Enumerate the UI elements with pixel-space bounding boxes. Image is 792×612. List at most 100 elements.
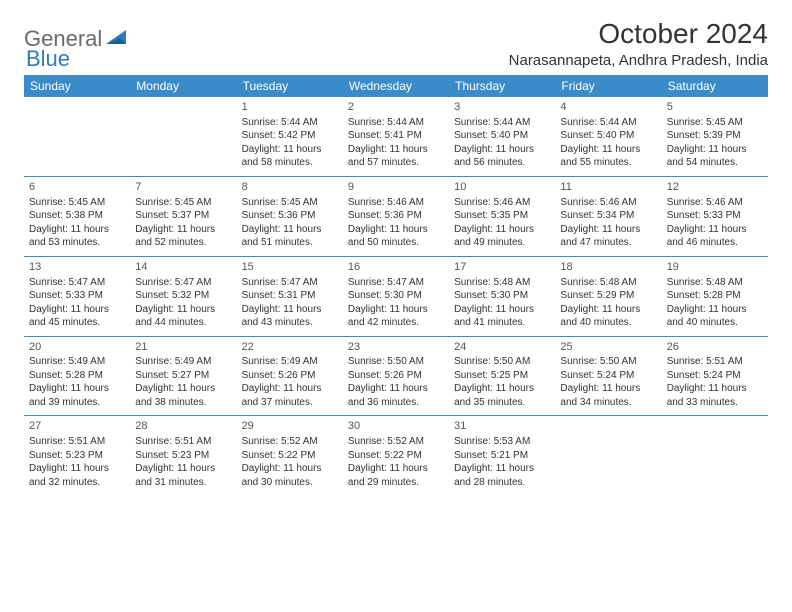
sunset-line: Sunset: 5:26 PM bbox=[348, 369, 444, 383]
sunrise-line: Sunrise: 5:50 AM bbox=[454, 355, 550, 369]
day-number: 15 bbox=[242, 260, 338, 275]
daylight-line-1: Daylight: 11 hours bbox=[242, 382, 338, 396]
day-cell: 29Sunrise: 5:52 AMSunset: 5:22 PMDayligh… bbox=[237, 416, 343, 495]
day-cell: 18Sunrise: 5:48 AMSunset: 5:29 PMDayligh… bbox=[555, 256, 661, 336]
location: Narasannapeta, Andhra Pradesh, India bbox=[509, 52, 768, 69]
sunrise-line: Sunrise: 5:46 AM bbox=[454, 196, 550, 210]
day-cell: 10Sunrise: 5:46 AMSunset: 5:35 PMDayligh… bbox=[449, 176, 555, 256]
day-cell: 21Sunrise: 5:49 AMSunset: 5:27 PMDayligh… bbox=[130, 336, 236, 416]
day-cell: 27Sunrise: 5:51 AMSunset: 5:23 PMDayligh… bbox=[24, 416, 130, 495]
day-number: 10 bbox=[454, 180, 550, 195]
day-cell: 3Sunrise: 5:44 AMSunset: 5:40 PMDaylight… bbox=[449, 97, 555, 176]
day-number: 29 bbox=[242, 419, 338, 434]
empty-cell bbox=[24, 97, 130, 176]
daylight-line-2: and 37 minutes. bbox=[242, 396, 338, 410]
sunrise-line: Sunrise: 5:49 AM bbox=[29, 355, 125, 369]
empty-cell bbox=[555, 416, 661, 495]
sunset-line: Sunset: 5:42 PM bbox=[242, 129, 338, 143]
day-cell: 25Sunrise: 5:50 AMSunset: 5:24 PMDayligh… bbox=[555, 336, 661, 416]
sunset-line: Sunset: 5:23 PM bbox=[135, 449, 231, 463]
sunrise-line: Sunrise: 5:53 AM bbox=[454, 435, 550, 449]
day-cell: 11Sunrise: 5:46 AMSunset: 5:34 PMDayligh… bbox=[555, 176, 661, 256]
daylight-line-2: and 44 minutes. bbox=[135, 316, 231, 330]
daylight-line-1: Daylight: 11 hours bbox=[29, 462, 125, 476]
daylight-line-2: and 47 minutes. bbox=[560, 236, 656, 250]
day-cell: 22Sunrise: 5:49 AMSunset: 5:26 PMDayligh… bbox=[237, 336, 343, 416]
daylight-line-2: and 35 minutes. bbox=[454, 396, 550, 410]
day-number: 6 bbox=[29, 180, 125, 195]
daylight-line-2: and 38 minutes. bbox=[135, 396, 231, 410]
weekday-header: Sunday bbox=[24, 75, 130, 97]
sunset-line: Sunset: 5:34 PM bbox=[560, 209, 656, 223]
day-number: 11 bbox=[560, 180, 656, 195]
daylight-line-2: and 49 minutes. bbox=[454, 236, 550, 250]
day-cell: 6Sunrise: 5:45 AMSunset: 5:38 PMDaylight… bbox=[24, 176, 130, 256]
day-cell: 20Sunrise: 5:49 AMSunset: 5:28 PMDayligh… bbox=[24, 336, 130, 416]
sunrise-line: Sunrise: 5:50 AM bbox=[560, 355, 656, 369]
daylight-line-1: Daylight: 11 hours bbox=[560, 143, 656, 157]
daylight-line-2: and 53 minutes. bbox=[29, 236, 125, 250]
day-number: 28 bbox=[135, 419, 231, 434]
day-cell: 23Sunrise: 5:50 AMSunset: 5:26 PMDayligh… bbox=[343, 336, 449, 416]
day-number: 26 bbox=[667, 340, 763, 355]
sunrise-line: Sunrise: 5:47 AM bbox=[348, 276, 444, 290]
sunset-line: Sunset: 5:39 PM bbox=[667, 129, 763, 143]
day-number: 9 bbox=[348, 180, 444, 195]
weekday-header: Thursday bbox=[449, 75, 555, 97]
day-number: 8 bbox=[242, 180, 338, 195]
daylight-line-1: Daylight: 11 hours bbox=[242, 143, 338, 157]
day-cell: 14Sunrise: 5:47 AMSunset: 5:32 PMDayligh… bbox=[130, 256, 236, 336]
calendar-row: 6Sunrise: 5:45 AMSunset: 5:38 PMDaylight… bbox=[24, 176, 768, 256]
sunset-line: Sunset: 5:24 PM bbox=[667, 369, 763, 383]
daylight-line-2: and 34 minutes. bbox=[560, 396, 656, 410]
day-number: 2 bbox=[348, 100, 444, 115]
day-number: 7 bbox=[135, 180, 231, 195]
daylight-line-1: Daylight: 11 hours bbox=[135, 303, 231, 317]
day-number: 12 bbox=[667, 180, 763, 195]
sunrise-line: Sunrise: 5:45 AM bbox=[667, 116, 763, 130]
day-number: 19 bbox=[667, 260, 763, 275]
sunset-line: Sunset: 5:41 PM bbox=[348, 129, 444, 143]
day-number: 14 bbox=[135, 260, 231, 275]
daylight-line-1: Daylight: 11 hours bbox=[348, 382, 444, 396]
daylight-line-1: Daylight: 11 hours bbox=[29, 303, 125, 317]
day-number: 4 bbox=[560, 100, 656, 115]
day-cell: 16Sunrise: 5:47 AMSunset: 5:30 PMDayligh… bbox=[343, 256, 449, 336]
day-number: 5 bbox=[667, 100, 763, 115]
daylight-line-1: Daylight: 11 hours bbox=[454, 143, 550, 157]
calendar-body: 1Sunrise: 5:44 AMSunset: 5:42 PMDaylight… bbox=[24, 97, 768, 495]
day-number: 20 bbox=[29, 340, 125, 355]
daylight-line-1: Daylight: 11 hours bbox=[135, 462, 231, 476]
daylight-line-2: and 41 minutes. bbox=[454, 316, 550, 330]
daylight-line-1: Daylight: 11 hours bbox=[242, 223, 338, 237]
daylight-line-2: and 36 minutes. bbox=[348, 396, 444, 410]
logo-sub: Blue bbox=[26, 46, 70, 72]
weekday-header: Tuesday bbox=[237, 75, 343, 97]
sunrise-line: Sunrise: 5:47 AM bbox=[242, 276, 338, 290]
daylight-line-1: Daylight: 11 hours bbox=[667, 143, 763, 157]
sunset-line: Sunset: 5:29 PM bbox=[560, 289, 656, 303]
sunset-line: Sunset: 5:33 PM bbox=[29, 289, 125, 303]
daylight-line-1: Daylight: 11 hours bbox=[454, 462, 550, 476]
daylight-line-1: Daylight: 11 hours bbox=[667, 303, 763, 317]
sunset-line: Sunset: 5:26 PM bbox=[242, 369, 338, 383]
day-number: 21 bbox=[135, 340, 231, 355]
daylight-line-1: Daylight: 11 hours bbox=[242, 303, 338, 317]
daylight-line-1: Daylight: 11 hours bbox=[454, 223, 550, 237]
weekday-header: Saturday bbox=[662, 75, 768, 97]
daylight-line-2: and 52 minutes. bbox=[135, 236, 231, 250]
daylight-line-2: and 32 minutes. bbox=[29, 476, 125, 490]
daylight-line-2: and 54 minutes. bbox=[667, 156, 763, 170]
day-number: 1 bbox=[242, 100, 338, 115]
daylight-line-1: Daylight: 11 hours bbox=[454, 303, 550, 317]
daylight-line-1: Daylight: 11 hours bbox=[348, 462, 444, 476]
sunrise-line: Sunrise: 5:44 AM bbox=[242, 116, 338, 130]
day-number: 30 bbox=[348, 419, 444, 434]
day-number: 23 bbox=[348, 340, 444, 355]
daylight-line-2: and 29 minutes. bbox=[348, 476, 444, 490]
sunset-line: Sunset: 5:35 PM bbox=[454, 209, 550, 223]
daylight-line-1: Daylight: 11 hours bbox=[348, 143, 444, 157]
sunset-line: Sunset: 5:25 PM bbox=[454, 369, 550, 383]
calendar-row: 20Sunrise: 5:49 AMSunset: 5:28 PMDayligh… bbox=[24, 336, 768, 416]
day-number: 13 bbox=[29, 260, 125, 275]
